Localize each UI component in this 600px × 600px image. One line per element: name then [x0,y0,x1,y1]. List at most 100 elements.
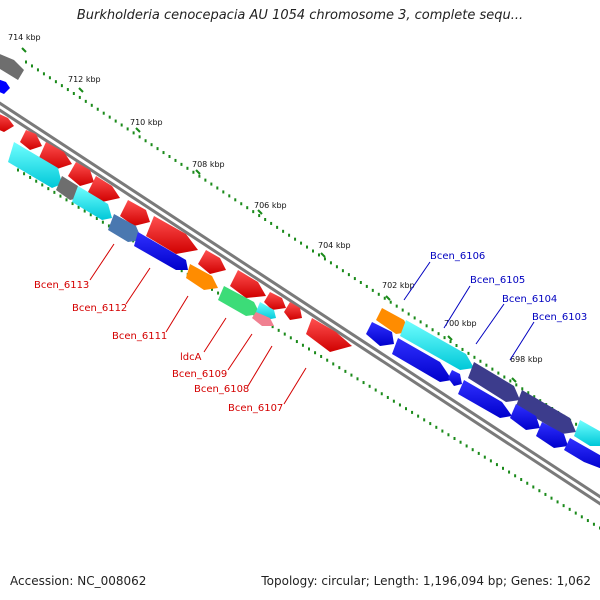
feature-red-4[interactable] [68,162,94,186]
gene-labels-right: Bcen_6106 Bcen_6105 Bcen_6104 Bcen_6103 [430,251,587,323]
feature-navy-1[interactable] [468,362,520,402]
tick-dot [228,194,231,198]
tick-dot [312,249,314,253]
tick-dot [592,522,595,526]
tick-dot [180,269,183,273]
feature-pink-1[interactable] [252,312,274,326]
tick-dot [580,515,583,519]
gene-label-bcen-6112[interactable]: Bcen_6112 [72,303,127,314]
tick-label-710: 710 kbp [130,118,163,127]
tick-dot [29,175,32,179]
feature-blue-4[interactable] [448,370,462,386]
tick-dot [120,123,123,127]
tick-dot [495,463,498,467]
feature-red-7[interactable] [146,216,198,254]
feature-red-11[interactable] [284,302,302,320]
tick-dot [54,80,57,84]
feature-blue-2[interactable] [366,322,394,346]
tick-708: 708 kbp [192,160,225,175]
tick-dot [47,187,50,191]
feature-blue-1[interactable] [134,232,188,270]
feature-red-2[interactable] [20,130,42,150]
tick-dot [150,143,153,147]
gene-label-bcen-6107[interactable]: Bcen_6107 [228,403,283,414]
gene-label-bcen-6108[interactable]: Bcen_6108 [194,384,249,395]
tick-dot [353,277,356,281]
gene-label-ldca[interactable]: ldcA [180,352,202,363]
tick-dot [538,489,541,493]
gene-label-bcen-6106[interactable]: Bcen_6106 [430,251,485,262]
tick-dot [491,367,494,371]
tick-dot [320,354,323,358]
tick-dot [270,221,273,225]
tick-dot [356,377,359,381]
tick-700: 700 kbp [444,319,477,341]
tick-dot [405,407,407,411]
tick-dot [483,455,486,459]
tick-dot [453,437,456,440]
gene-label-bcen-6104[interactable]: Bcen_6104 [502,294,557,305]
feature-blue-6[interactable] [510,404,540,430]
gene-label-bcen-6113[interactable]: Bcen_6113 [34,280,89,291]
feature-steel-1[interactable] [108,214,142,242]
tick-dot [489,459,492,463]
feature-red-5[interactable] [88,176,120,202]
tick-dot [126,127,129,131]
tick-dot [479,359,482,363]
feature-blue-8[interactable] [564,438,600,470]
gene-label-bcen-6103[interactable]: Bcen_6103 [532,312,587,323]
feature-cyan-4[interactable] [400,320,474,370]
feature-orange-2[interactable] [376,308,410,334]
feature-gray-top[interactable] [0,52,24,80]
feature-red-10[interactable] [264,292,286,310]
tick-dot [425,324,428,328]
tick-dot [377,292,380,296]
tick-dot [407,312,410,316]
tick-dot [102,111,105,115]
tick-dot [294,237,297,241]
tick-dot [222,190,225,194]
tick-dot [365,284,368,288]
tick-dot [459,440,462,444]
tick-dot [335,265,338,269]
tick-dot [527,391,530,395]
tick-702: 702 kbp [382,281,415,301]
tick-dot [276,225,279,229]
feature-orange-1[interactable] [186,264,218,290]
feature-navy-2[interactable] [516,390,576,434]
gene-label-bcen-6109[interactable]: Bcen_6109 [172,369,227,380]
tick-dot [435,425,438,429]
tick-dot [437,332,440,336]
tick-dot [544,492,547,496]
feature-red-1[interactable] [0,112,14,132]
feature-blue-5[interactable] [458,380,512,418]
tick-label-706: 706 kbp [254,201,287,210]
feature-cyan-2[interactable] [72,186,112,220]
feature-cyan-5[interactable] [574,420,600,446]
feature-cyan-1[interactable] [8,142,62,188]
tick-dot [344,369,347,373]
tick-dot [392,399,395,403]
feature-green-1[interactable] [218,286,260,316]
feature-blue-7[interactable] [536,422,568,448]
tick-dot [574,511,577,515]
tick-dot [326,358,329,362]
tick-dot [35,179,38,183]
feature-red-9[interactable] [230,270,266,298]
feature-blue-3[interactable] [392,338,452,382]
feature-red-12[interactable] [306,318,352,352]
tick-dot [359,281,362,284]
gene-label-bcen-6105[interactable]: Bcen_6105 [470,275,525,286]
tick-dot [586,519,589,523]
tick-dot [89,213,92,217]
tick-704: 704 kbp [318,241,351,258]
feature-gray-2[interactable] [56,176,80,200]
tick-dot [465,444,468,448]
feature-red-8[interactable] [198,250,226,274]
gene-label-bcen-6111[interactable]: Bcen_6111 [112,331,167,342]
gene-labels-left: Bcen_6113 Bcen_6112 Bcen_6111 ldcA Bcen_… [34,280,283,414]
feature-red-6[interactable] [120,200,150,226]
feature-blue-top[interactable] [0,78,10,94]
tick-dot [204,178,207,182]
